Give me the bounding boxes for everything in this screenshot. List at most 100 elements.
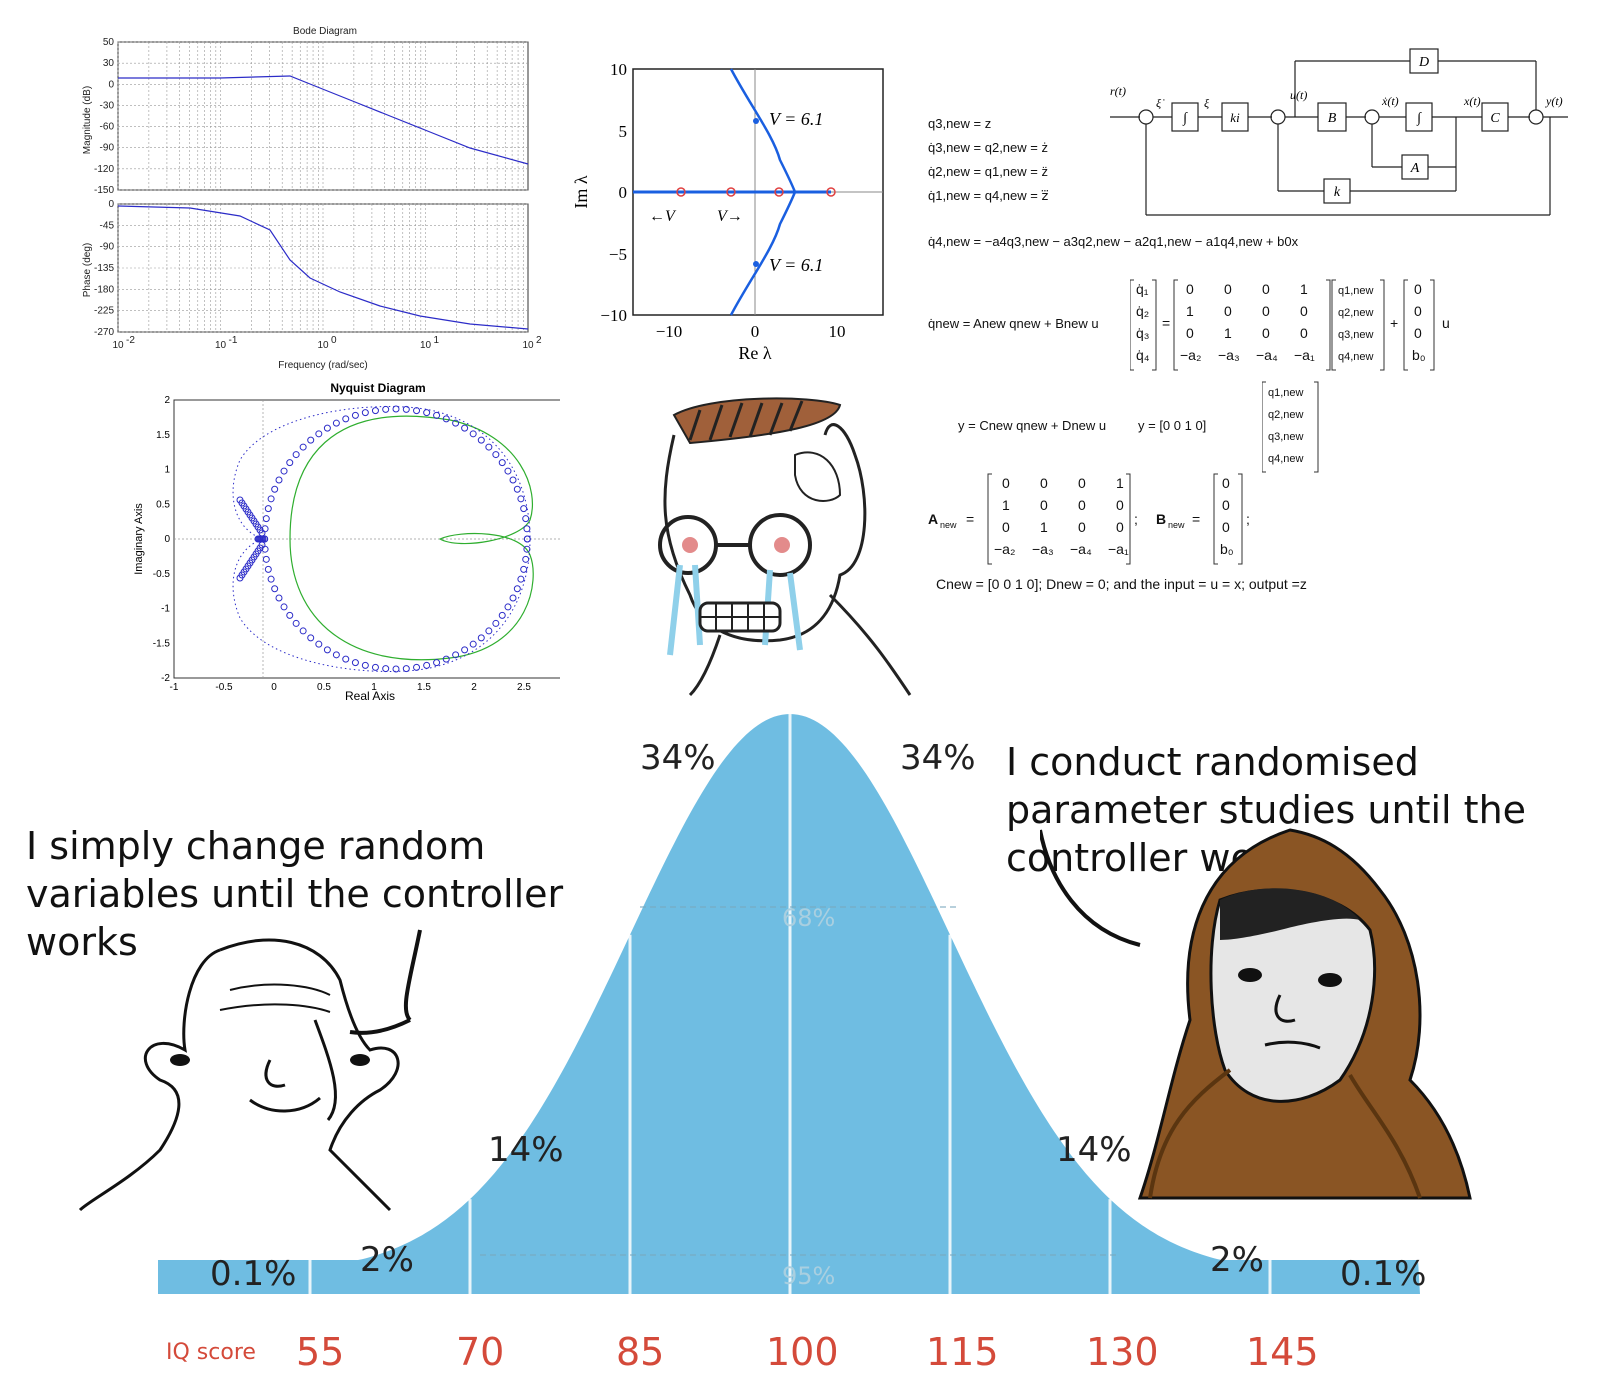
nyquist-marker — [371, 663, 379, 671]
signal-u: u(t) — [1290, 88, 1307, 102]
nyquist-marker — [299, 443, 307, 451]
signal-xi-dot: ξ̇ — [1156, 96, 1165, 110]
nyquist-marker — [517, 575, 525, 583]
svg-text:b₀: b₀ — [1220, 541, 1234, 557]
state-matrix-display: q̇₁ q̇₂ q̇₃ q̇₄ = 0 0 0 1 1 0 0 0 0 1 0 0 −a₂ −a₃ −a₄ −… — [1130, 279, 1450, 371]
bode-phase-tick: -135 — [94, 263, 114, 274]
bell-curve — [158, 714, 1420, 1294]
block-b: B — [1328, 111, 1337, 126]
nyquist-marker — [315, 640, 323, 648]
bode-x-tick-exponent: 0 — [331, 335, 337, 346]
nyquist-marker — [271, 485, 279, 493]
iq-tick: 70 — [456, 1330, 505, 1374]
svg-text:0: 0 — [1186, 281, 1194, 297]
nyquist-marker — [264, 565, 272, 573]
nyquist-marker — [402, 665, 410, 673]
nyquist-x-tick: 1.5 — [417, 682, 431, 693]
svg-text:0: 0 — [1040, 497, 1048, 513]
nyquist-marker — [469, 640, 477, 648]
signal-xi: ξ — [1204, 96, 1210, 110]
output-state-vector: q1,new q2,new q3,new q4,new — [1262, 381, 1319, 473]
svg-text:b₀: b₀ — [1412, 347, 1426, 363]
nyquist-marker — [452, 651, 460, 659]
svg-text:q3,new: q3,new — [1268, 431, 1304, 443]
svg-text:0: 0 — [1116, 497, 1124, 513]
bode-phase-tick: 0 — [108, 199, 114, 210]
block-integrator-2: ∫ — [1416, 111, 1422, 126]
nyquist-y-tick: 1.5 — [156, 430, 170, 441]
nyquist-marker — [342, 415, 350, 423]
nyquist-marker — [361, 409, 369, 417]
nyquist-marker — [492, 619, 500, 627]
svg-text:0: 0 — [1224, 303, 1232, 319]
nyquist-marker — [520, 505, 528, 513]
nyquist-blue-curve — [232, 406, 531, 672]
nyquist-marker — [286, 611, 294, 619]
nyquist-x-tick: 2.5 — [517, 682, 531, 693]
nyquist-marker — [342, 655, 350, 663]
nyquist-xlabel: Real Axis — [345, 689, 395, 703]
block-diagram: D ∫ ki B ∫ C A k r(t) ξ̇ ξ u(t) ẋ(t) x(t… — [1110, 48, 1568, 216]
root-locus-ylabel: Im λ — [571, 175, 591, 208]
bode-xlabel: Frequency (rad/sec) — [278, 360, 367, 371]
nyquist-green-curve — [289, 415, 534, 661]
nyquist-marker — [452, 419, 460, 427]
nyquist-marker — [382, 665, 390, 673]
nyquist-marker — [498, 459, 506, 467]
svg-text:0: 0 — [1414, 325, 1422, 341]
nyquist-marker — [520, 565, 528, 573]
block-c: C — [1490, 111, 1500, 126]
nyquist-x-tick: 0 — [271, 682, 277, 693]
equation-line: q3,new = z — [928, 116, 992, 131]
svg-text:1: 1 — [1116, 475, 1124, 491]
svg-text:q1,new: q1,new — [1338, 285, 1374, 297]
root-locus-arrow-right: V→ — [717, 208, 743, 225]
svg-text:B: B — [1156, 511, 1166, 527]
bode-mag-label: Magnitude (dB) — [82, 86, 93, 154]
nyquist-y-tick: -1 — [161, 604, 170, 615]
svg-text:q2,new: q2,new — [1338, 307, 1374, 319]
svg-text:=: = — [966, 511, 974, 527]
root-locus-ytick: −5 — [609, 245, 627, 264]
nyquist-marker — [332, 419, 340, 427]
nyquist-marker — [275, 594, 283, 602]
nyquist-ylabel: Imaginary Axis — [133, 503, 145, 575]
signal-y: y(t) — [1545, 94, 1563, 108]
bode-mag-tick: 30 — [103, 58, 115, 69]
svg-text:q3,new: q3,new — [1338, 329, 1374, 341]
iq-score-label: IQ score — [166, 1340, 256, 1365]
iq-tick: 145 — [1246, 1330, 1319, 1374]
nyquist-marker — [299, 627, 307, 635]
bode-x-tick-exponent: 2 — [536, 335, 542, 346]
bode-mag-tick: -30 — [100, 100, 115, 111]
root-locus-xtick: −10 — [656, 322, 683, 341]
nyquist-marker — [280, 603, 288, 611]
nyquist-marker — [461, 424, 469, 432]
nyquist-marker — [517, 495, 525, 503]
nyquist-marker — [259, 535, 267, 543]
svg-text:u: u — [1442, 315, 1450, 331]
nyquist-marker — [332, 651, 340, 659]
root-locus-xlabel: Re λ — [738, 343, 771, 363]
nyquist-marker — [423, 409, 431, 417]
root-locus-xtick: 0 — [751, 322, 760, 341]
closing-equation: Cnew = [0 0 1 0]; Dnew = 0; and the inpu… — [936, 576, 1307, 592]
nyquist-marker — [509, 594, 517, 602]
nyquist-marker — [492, 451, 500, 459]
bode-x-tick: 10 — [215, 340, 227, 351]
nyquist-title: Nyquist Diagram — [330, 381, 425, 395]
nyquist-marker — [477, 634, 485, 642]
nyquist-marker — [271, 585, 279, 593]
nyquist-marker — [267, 495, 275, 503]
nyquist-marker — [292, 619, 300, 627]
nyquist-marker — [392, 405, 400, 413]
svg-text:0: 0 — [1116, 519, 1124, 535]
nyquist-marker — [477, 436, 485, 444]
svg-text:q̇₃: q̇₃ — [1136, 325, 1150, 341]
nyquist-y-tick: 2 — [164, 395, 170, 406]
equation-line: q̇2,new = q1,new = z̈ — [928, 164, 1048, 179]
root-locus-ytick: 10 — [610, 60, 627, 79]
nyquist-marker — [498, 611, 506, 619]
percent-label: 0.1% — [1340, 1254, 1427, 1294]
nyquist-diagram: Nyquist Diagram Real Axis Imaginary Axis… — [133, 381, 560, 703]
